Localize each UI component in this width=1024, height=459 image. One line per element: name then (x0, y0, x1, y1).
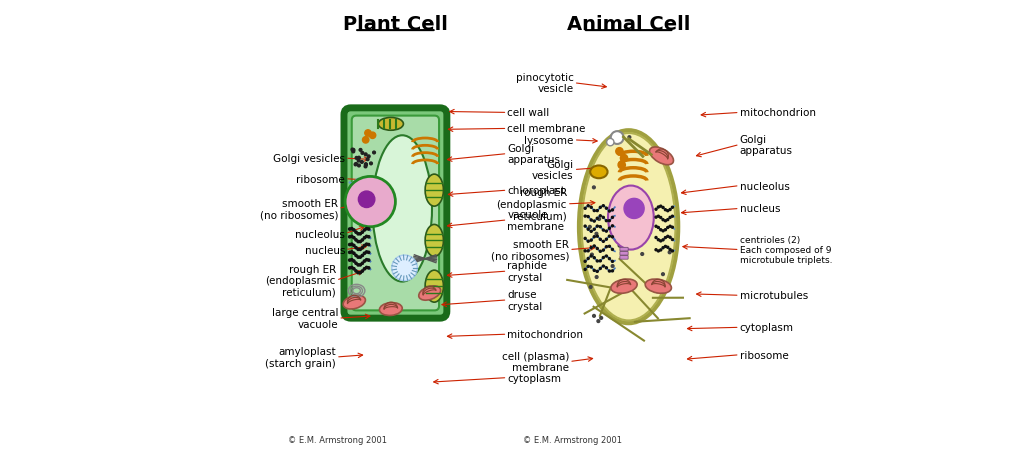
Circle shape (368, 267, 370, 269)
Circle shape (350, 259, 353, 261)
Circle shape (348, 236, 351, 238)
Circle shape (593, 221, 595, 223)
Circle shape (368, 252, 370, 254)
Circle shape (370, 133, 376, 139)
Circle shape (368, 259, 370, 262)
Circle shape (672, 250, 674, 252)
Circle shape (345, 177, 395, 227)
Circle shape (392, 256, 418, 281)
FancyBboxPatch shape (620, 256, 628, 260)
Circle shape (350, 243, 353, 246)
Ellipse shape (425, 175, 443, 207)
FancyBboxPatch shape (620, 248, 628, 252)
Circle shape (605, 246, 607, 248)
Text: amyloplast
(starch grain): amyloplast (starch grain) (265, 347, 336, 368)
Circle shape (608, 246, 610, 248)
Text: chloroplast: chloroplast (508, 186, 565, 196)
Circle shape (596, 271, 598, 273)
Circle shape (364, 230, 366, 232)
Circle shape (350, 236, 353, 238)
Text: nucleus: nucleus (739, 204, 780, 214)
Text: cytoplasm: cytoplasm (739, 323, 794, 333)
Circle shape (656, 290, 658, 293)
Text: Golgi vesicles: Golgi vesicles (273, 154, 345, 164)
Circle shape (663, 207, 665, 209)
Circle shape (628, 136, 631, 139)
Circle shape (608, 270, 610, 273)
Circle shape (608, 211, 610, 213)
Circle shape (366, 267, 368, 269)
Circle shape (618, 245, 621, 247)
Circle shape (665, 246, 667, 248)
Circle shape (590, 286, 592, 289)
Circle shape (655, 217, 657, 218)
Circle shape (355, 263, 357, 265)
Circle shape (593, 270, 595, 272)
Circle shape (602, 217, 604, 219)
Circle shape (368, 236, 370, 238)
Circle shape (355, 157, 358, 160)
Circle shape (587, 258, 589, 260)
Circle shape (608, 220, 610, 222)
Circle shape (355, 247, 357, 249)
Circle shape (359, 249, 361, 251)
Text: cytoplasm: cytoplasm (508, 373, 561, 383)
Circle shape (590, 207, 592, 209)
Circle shape (587, 250, 589, 252)
Circle shape (587, 205, 589, 207)
Ellipse shape (611, 280, 637, 294)
Circle shape (361, 263, 364, 265)
Text: mitochondrion: mitochondrion (739, 108, 816, 118)
FancyBboxPatch shape (351, 116, 439, 311)
Circle shape (595, 276, 598, 279)
Circle shape (591, 254, 593, 257)
Circle shape (365, 164, 368, 167)
Circle shape (667, 236, 669, 238)
Circle shape (357, 160, 360, 162)
Circle shape (355, 255, 357, 257)
Circle shape (361, 255, 364, 257)
Text: Golgi
apparatus: Golgi apparatus (508, 144, 560, 165)
Circle shape (608, 258, 610, 260)
Circle shape (611, 265, 614, 268)
Circle shape (590, 247, 592, 249)
Circle shape (621, 155, 628, 162)
Circle shape (669, 249, 671, 251)
Text: lysosome: lysosome (524, 135, 573, 146)
Circle shape (665, 220, 667, 222)
Circle shape (593, 315, 595, 318)
Text: centrioles (2)
Each composed of 9
microtubule triplets.: centrioles (2) Each composed of 9 microt… (739, 235, 833, 265)
Circle shape (593, 236, 595, 238)
Ellipse shape (343, 296, 366, 309)
Circle shape (602, 257, 604, 259)
Text: Plant Cell: Plant Cell (343, 15, 447, 34)
Circle shape (587, 241, 589, 243)
Circle shape (596, 248, 598, 250)
Circle shape (602, 230, 604, 231)
Circle shape (663, 247, 665, 249)
Text: rough ER
(endoplasmic
reticulum): rough ER (endoplasmic reticulum) (497, 188, 567, 221)
Circle shape (352, 260, 355, 263)
Circle shape (368, 156, 370, 158)
Circle shape (669, 209, 671, 211)
Circle shape (359, 233, 361, 235)
Circle shape (587, 266, 589, 268)
Text: rough ER
(endoplasmic
reticulum): rough ER (endoplasmic reticulum) (265, 264, 336, 297)
Circle shape (639, 237, 641, 240)
Circle shape (357, 165, 360, 168)
Circle shape (361, 231, 364, 234)
Circle shape (364, 245, 366, 247)
Ellipse shape (373, 136, 432, 282)
Circle shape (366, 228, 368, 230)
Circle shape (590, 256, 592, 257)
Circle shape (610, 132, 624, 145)
Circle shape (659, 249, 662, 252)
Ellipse shape (608, 186, 653, 250)
Text: Animal Cell: Animal Cell (567, 15, 690, 34)
Circle shape (611, 217, 613, 219)
Circle shape (350, 228, 353, 230)
Circle shape (587, 216, 589, 218)
Circle shape (355, 270, 357, 273)
Circle shape (355, 239, 357, 241)
Circle shape (599, 260, 601, 262)
